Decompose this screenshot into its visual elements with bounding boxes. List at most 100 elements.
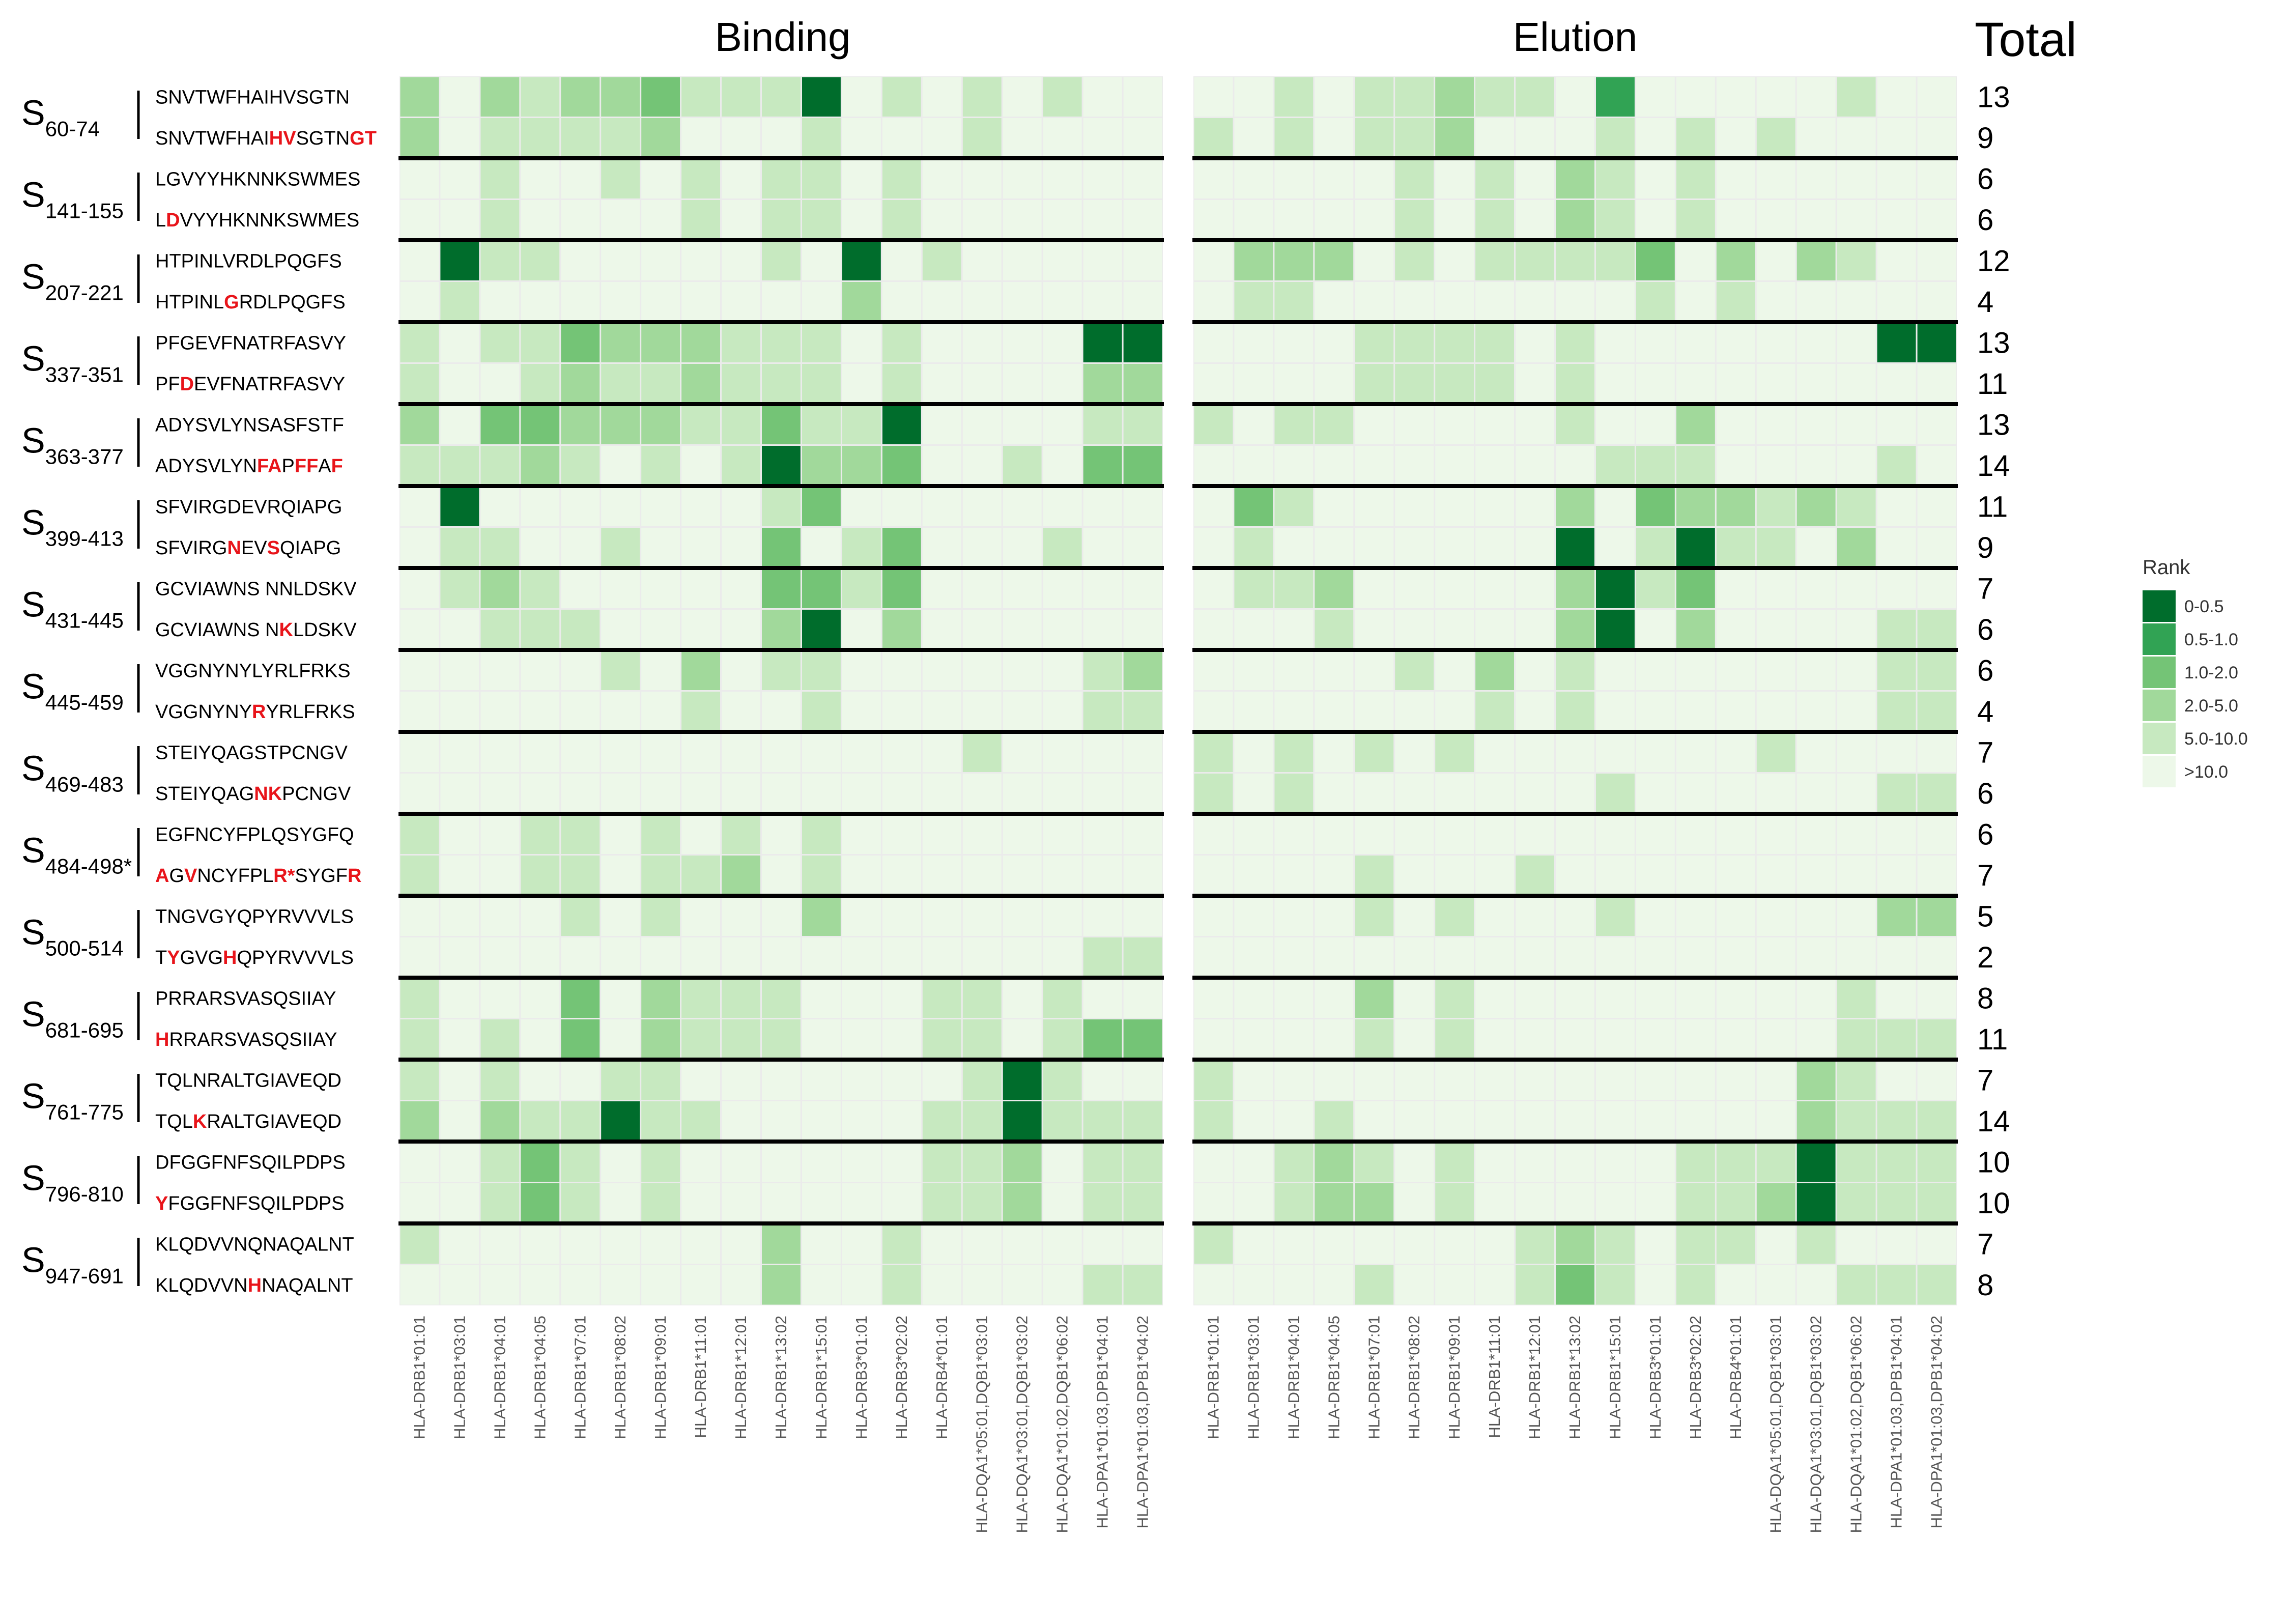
elution-cell xyxy=(1475,774,1514,813)
binding-cell xyxy=(440,774,479,813)
binding-cell xyxy=(601,241,640,280)
elution-cell xyxy=(1435,1183,1474,1223)
elution-cell xyxy=(1917,200,1956,240)
elution-cell xyxy=(1676,200,1715,240)
elution-cell xyxy=(1315,159,1354,198)
elution-cell xyxy=(1837,774,1876,813)
binding-cell xyxy=(722,487,760,526)
binding-cell xyxy=(641,1224,680,1264)
binding-cell xyxy=(962,159,1002,198)
elution-cell xyxy=(1516,568,1554,608)
elution-cell xyxy=(1716,610,1755,649)
binding-cell xyxy=(842,364,881,404)
binding-cell xyxy=(601,77,640,117)
elution-cell xyxy=(1355,446,1394,486)
binding-cell xyxy=(1083,446,1122,486)
elution-cell xyxy=(1756,856,1795,895)
binding-cell xyxy=(681,241,720,280)
binding-cell xyxy=(400,159,439,198)
binding-cell xyxy=(1123,446,1162,486)
elution-cell xyxy=(1877,159,1916,198)
total-value: 14 xyxy=(1977,1105,2010,1138)
binding-cell xyxy=(561,978,600,1018)
elution-cell xyxy=(1435,487,1474,526)
binding-cell xyxy=(962,978,1002,1018)
binding-panel-title: Binding xyxy=(715,14,851,60)
legend-label: >10.0 xyxy=(2184,762,2228,782)
elution-cell xyxy=(1475,528,1514,567)
binding-cell xyxy=(561,446,600,486)
elution-cell xyxy=(1274,323,1314,362)
elution-cell xyxy=(1837,610,1876,649)
elution-cell xyxy=(1837,118,1876,158)
binding-cell xyxy=(480,814,520,854)
elution-cell xyxy=(1636,568,1675,608)
elution-cell xyxy=(1556,650,1594,690)
elution-cell xyxy=(1676,650,1715,690)
elution-cell xyxy=(1516,1224,1554,1264)
binding-cell xyxy=(762,159,801,198)
binding-cell xyxy=(601,528,640,567)
elution-cell xyxy=(1274,364,1314,404)
binding-cell xyxy=(1083,732,1122,772)
elution-cell xyxy=(1435,650,1474,690)
binding-cell xyxy=(722,77,760,117)
elution-cell xyxy=(1234,610,1273,649)
elution-cell xyxy=(1194,814,1233,854)
binding-cell xyxy=(480,405,520,444)
elution-cell xyxy=(1194,241,1233,280)
binding-cell xyxy=(1043,1183,1082,1223)
binding-cell xyxy=(1043,200,1082,240)
elution-cell xyxy=(1716,282,1755,322)
elution-cell xyxy=(1837,77,1876,117)
elution-cell xyxy=(1877,896,1916,936)
binding-cell xyxy=(561,1101,600,1141)
binding-cell xyxy=(400,1183,439,1223)
elution-cell xyxy=(1676,159,1715,198)
region-label: S796-810 xyxy=(21,1158,124,1206)
binding-cell xyxy=(1123,77,1162,117)
elution-cell xyxy=(1756,610,1795,649)
elution-cell xyxy=(1234,1142,1273,1182)
elution-cell xyxy=(1234,323,1273,362)
elution-cell xyxy=(1877,692,1916,731)
binding-cell xyxy=(521,487,560,526)
binding-cell xyxy=(480,774,520,813)
binding-cell xyxy=(521,364,560,404)
binding-cell xyxy=(400,1060,439,1100)
elution-cell xyxy=(1234,1019,1273,1059)
binding-cell xyxy=(762,487,801,526)
elution-cell xyxy=(1475,610,1514,649)
elution-cell xyxy=(1716,856,1755,895)
elution-cell xyxy=(1556,856,1594,895)
elution-cell xyxy=(1194,650,1233,690)
elution-cell xyxy=(1355,77,1394,117)
binding-cell xyxy=(762,405,801,444)
legend-label: 0-0.5 xyxy=(2184,597,2224,616)
elution-cell xyxy=(1194,118,1233,158)
binding-cell xyxy=(722,978,760,1018)
elution-cell xyxy=(1716,1060,1755,1100)
elution-cell xyxy=(1877,364,1916,404)
elution-cell xyxy=(1234,282,1273,322)
elution-cell xyxy=(1636,937,1675,977)
elution-cell xyxy=(1516,364,1554,404)
binding-cell xyxy=(521,978,560,1018)
elution-cell xyxy=(1234,814,1273,854)
elution-cell xyxy=(1716,487,1755,526)
binding-cell xyxy=(842,323,881,362)
elution-cell xyxy=(1355,1183,1394,1223)
elution-cell xyxy=(1636,1060,1675,1100)
elution-cell xyxy=(1877,1060,1916,1100)
binding-cell xyxy=(842,1101,881,1141)
binding-cell xyxy=(561,1019,600,1059)
elution-cell xyxy=(1917,568,1956,608)
binding-cell xyxy=(1083,1265,1122,1305)
peptide-sequence: SNVTWFHAIHVSGTN xyxy=(155,87,350,108)
binding-cell xyxy=(962,1101,1002,1141)
binding-cell xyxy=(440,118,479,158)
binding-cell xyxy=(561,1183,600,1223)
elution-cell xyxy=(1837,814,1876,854)
binding-cell xyxy=(1123,1183,1162,1223)
elution-cell xyxy=(1556,1183,1594,1223)
